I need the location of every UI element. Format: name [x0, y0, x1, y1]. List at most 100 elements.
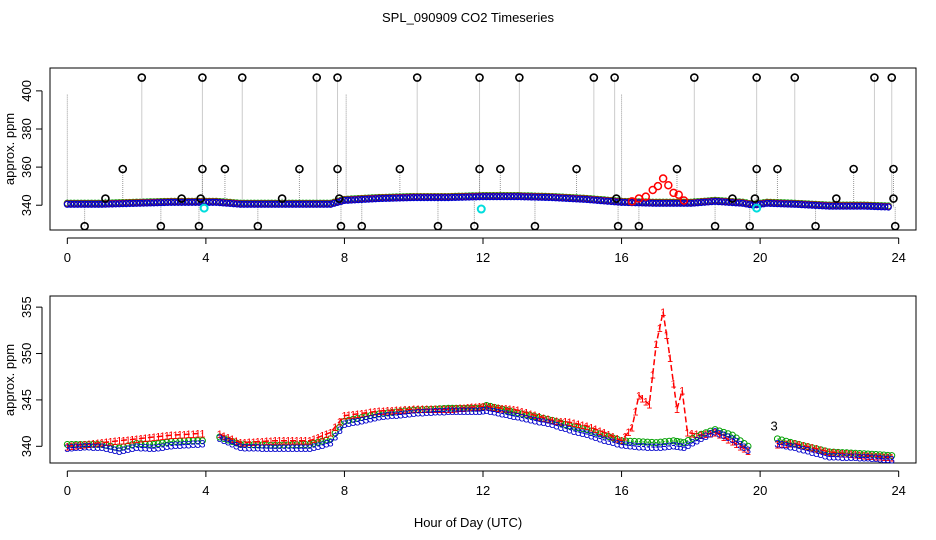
bottom-series-point-3: 3 — [685, 440, 691, 452]
bottom-y-tick-label: 345 — [19, 389, 34, 411]
bottom-series-point-3: 3 — [281, 443, 287, 455]
top-baseline-point-blue — [129, 199, 137, 208]
bottom-series-point-3: 3 — [881, 454, 887, 466]
bottom-series-point-3: 3 — [745, 445, 751, 457]
top-spike-point — [889, 164, 898, 174]
top-baseline-point-blue — [818, 202, 827, 210]
bottom-series-point-1: 1 — [372, 407, 378, 419]
bottom-series-point-2 — [159, 439, 167, 447]
bottom-series-point-3: 3 — [703, 431, 709, 443]
bottom-series-point-3: 3 — [177, 440, 183, 452]
bottom-series-point-1: 1 — [233, 436, 239, 448]
bottom-series-point-3: 3 — [64, 443, 70, 455]
top-baseline-point-blue — [84, 200, 92, 208]
bottom-series-line-3 — [219, 409, 749, 451]
bottom-series-point-1: 1 — [571, 418, 577, 430]
top-baseline-point-blue — [784, 200, 792, 208]
bottom-series-point-2 — [180, 437, 188, 445]
top-spike-point — [790, 73, 800, 82]
bottom-series-point-3: 3 — [402, 409, 408, 421]
bottom-series-point-1: 1 — [103, 437, 109, 449]
bottom-series-point-2 — [618, 437, 626, 445]
bottom-series-point-2 — [198, 437, 206, 445]
bottom-series-point-1: 1 — [476, 401, 482, 413]
top-baseline-point-blue — [690, 199, 698, 207]
bottom-series-point-1: 1 — [385, 406, 391, 418]
bottom-series-point-2 — [76, 440, 84, 448]
top-baseline-point-blue — [742, 200, 750, 208]
top-baseline-point-blue — [375, 194, 383, 203]
top-red-event-point — [669, 188, 678, 198]
top-baseline-point-blue — [98, 200, 106, 208]
top-baseline-point-blue — [791, 200, 799, 208]
top-baseline-point-blue — [548, 194, 556, 202]
top-baseline-point-blue — [392, 194, 400, 202]
bottom-series-line-3 — [777, 443, 892, 460]
bottom-series-point-1: 1 — [411, 404, 417, 416]
bottom-series-point-3: 3 — [515, 412, 521, 424]
bottom-series-point-3: 3 — [741, 442, 747, 454]
bottom-series-point-3: 3 — [311, 442, 317, 454]
bottom-series-point-3: 3 — [441, 406, 447, 418]
bottom-series-point-3: 3 — [640, 442, 646, 454]
top-spike-point — [745, 221, 755, 231]
bottom-series-point-1: 1 — [558, 416, 564, 428]
bottom-series-point-2 — [167, 438, 175, 446]
bottom-series-point-3: 3 — [323, 439, 329, 451]
bottom-series-point-1: 1 — [480, 401, 486, 413]
bottom-series-point-2 — [68, 440, 76, 448]
top-baseline-point-blue — [326, 200, 335, 208]
top-baseline-point-blue — [63, 200, 71, 208]
top-baseline-point-blue — [538, 193, 546, 201]
bottom-series-point-2 — [163, 438, 171, 446]
bottom-series-point-1: 1 — [328, 427, 334, 439]
top-baseline-point-blue — [288, 200, 297, 208]
bottom-series-point-3: 3 — [160, 442, 166, 454]
bottom-series-point-3: 3 — [328, 438, 334, 450]
bottom-series-point-3: 3 — [259, 443, 265, 455]
bottom-series-point-1: 1 — [73, 440, 79, 452]
bottom-series-point-2 — [596, 430, 604, 438]
bottom-series-point-1: 1 — [285, 436, 291, 448]
top-baseline-point-blue — [579, 195, 588, 203]
bottom-series-point-1: 1 — [376, 406, 382, 418]
bottom-series-point-3: 3 — [385, 411, 391, 423]
top-spike-point — [634, 221, 644, 231]
top-baseline-point-blue — [178, 198, 186, 206]
bottom-series-point-2 — [111, 443, 119, 451]
bottom-series-point-3: 3 — [263, 443, 269, 455]
bottom-series-point-1: 1 — [225, 433, 231, 445]
bottom-series-point-3: 3 — [487, 406, 493, 418]
bottom-series-point-1: 1 — [519, 406, 525, 418]
top-baseline-point-blue — [673, 199, 681, 207]
bottom-series-point-1: 1 — [380, 406, 386, 418]
top-baseline-point-blue — [600, 197, 608, 205]
top-baseline-point-blue — [503, 193, 511, 201]
bottom-x-tick-label: 8 — [341, 483, 348, 498]
top-spike-point — [515, 73, 524, 82]
bottom-series-point-2 — [561, 420, 569, 428]
bottom-series-point-3: 3 — [725, 432, 731, 444]
bottom-series-point-1: 1 — [857, 450, 863, 462]
top-baseline-point-blue — [465, 193, 473, 201]
top-baseline-point-blue — [462, 193, 470, 201]
top-spike-point — [253, 221, 263, 231]
bottom-series-point-1: 1 — [679, 386, 685, 398]
bottom-series-point-3: 3 — [99, 442, 105, 454]
bottom-series-point-1: 1 — [554, 416, 560, 428]
top-x-tick-label: 16 — [614, 250, 628, 265]
top-spike-point — [530, 221, 540, 231]
bottom-series-point-1: 1 — [650, 369, 656, 381]
bottom-series-point-2 — [657, 438, 665, 446]
bottom-series-point-1: 1 — [783, 439, 789, 451]
bottom-series-point-3: 3 — [469, 406, 475, 418]
bottom-series-point-2 — [336, 423, 344, 431]
bottom-series-point-1: 1 — [674, 404, 680, 416]
top-baseline-point-blue — [552, 194, 560, 202]
bottom-series-point-2 — [847, 449, 855, 457]
bottom-series-point-1: 1 — [643, 396, 649, 408]
bottom-series-point-3: 3 — [813, 448, 819, 460]
top-baseline-point-blue — [759, 200, 768, 208]
bottom-series-point-2 — [868, 450, 876, 458]
bottom-series-point-2 — [392, 408, 400, 416]
